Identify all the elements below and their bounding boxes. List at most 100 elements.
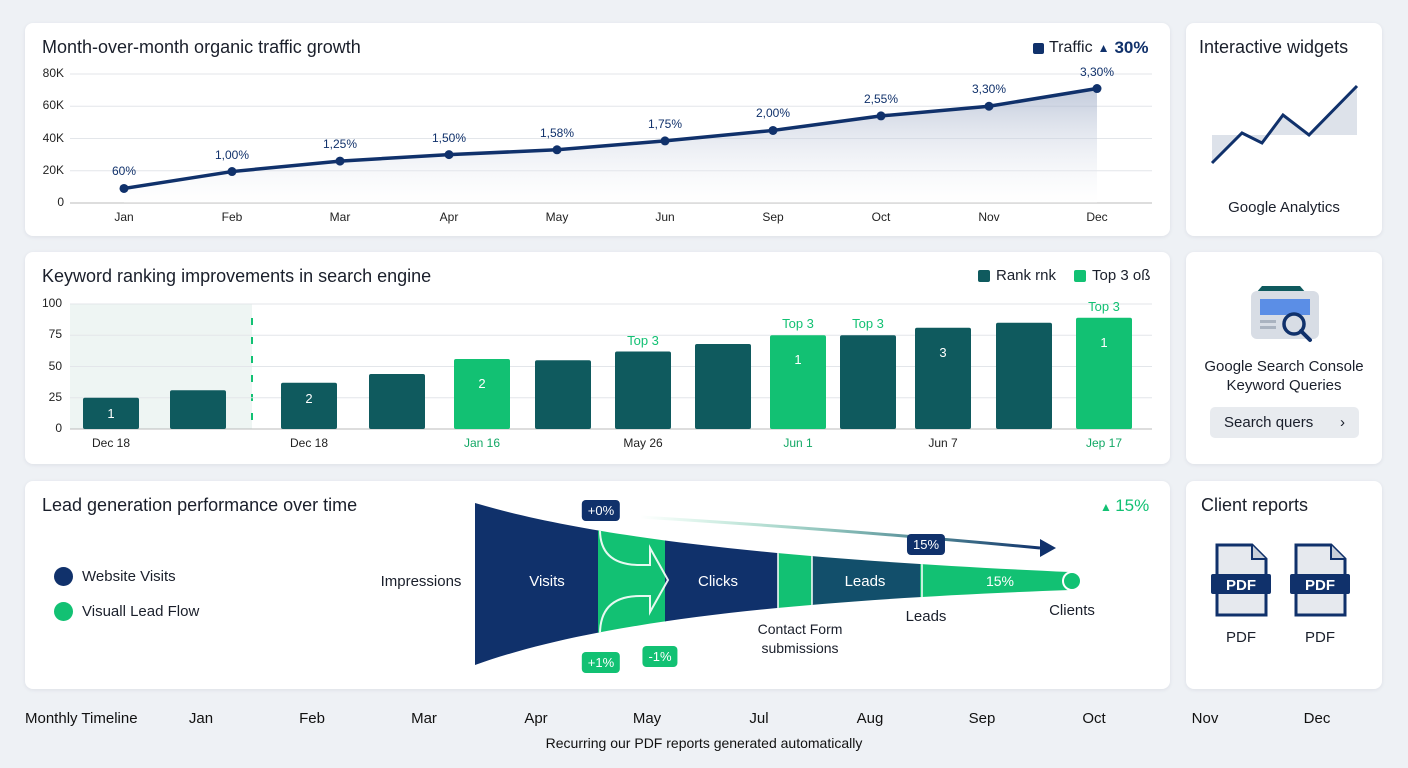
stage-leads: Leads bbox=[844, 573, 886, 590]
y-tick-label: 0 bbox=[55, 421, 62, 435]
point-label: 2,55% bbox=[863, 91, 899, 106]
clients-end-icon bbox=[1062, 571, 1082, 591]
traffic-point[interactable] bbox=[552, 145, 562, 155]
badge-top: +0% bbox=[581, 500, 621, 521]
legend-swatch-icon bbox=[1033, 42, 1044, 54]
bar-inner-label: 2 bbox=[478, 376, 486, 391]
stage-visits: Visits bbox=[529, 573, 565, 590]
traffic-point[interactable] bbox=[660, 136, 670, 146]
ranking-legend: Rank rnk Top 3 oß bbox=[978, 267, 1150, 284]
google-analytics-label[interactable]: Google Analytics bbox=[1228, 199, 1340, 216]
bar-inner-label: 1 bbox=[794, 352, 802, 368]
badge-arrow: 15% bbox=[906, 534, 946, 555]
timeline-label: Monthly Timeline bbox=[25, 710, 138, 727]
bar-top-label: Top 3 bbox=[782, 316, 814, 332]
timeline-month: Oct bbox=[1082, 710, 1106, 727]
ranking-bar[interactable] bbox=[170, 390, 226, 429]
x-tick-label: May bbox=[545, 210, 569, 224]
point-label: 1,25% bbox=[322, 137, 358, 152]
up-triangle-icon: ▲ bbox=[1100, 500, 1116, 514]
traffic-point[interactable] bbox=[119, 183, 129, 193]
x-tick-label: Nov bbox=[978, 210, 1000, 224]
timeline-month: Apr bbox=[524, 710, 548, 727]
ranking-title: Keyword ranking improvements in search e… bbox=[42, 266, 432, 286]
leads-change: ▲ 15% bbox=[1100, 496, 1150, 515]
dot-icon bbox=[54, 602, 73, 621]
ranking-bar[interactable] bbox=[369, 374, 425, 429]
timeline-month: Jul bbox=[749, 710, 769, 727]
x-tick-label: Jun 1 bbox=[783, 436, 813, 450]
x-tick-label: Dec 18 bbox=[91, 436, 131, 450]
ranking-bar[interactable] bbox=[83, 397, 139, 429]
timeline-month: Feb bbox=[299, 710, 325, 727]
badge-bottom-1: +1% bbox=[581, 652, 621, 673]
x-tick-label: Mar bbox=[329, 210, 351, 224]
x-tick-label: Dec 18 bbox=[289, 436, 329, 450]
pdf-file-label: PDF bbox=[1305, 629, 1335, 646]
x-tick-label: Sep bbox=[762, 210, 784, 224]
traffic-line bbox=[123, 86, 1098, 191]
ranking-bar[interactable] bbox=[770, 335, 826, 429]
bar-top-label: Top 3 bbox=[1088, 298, 1120, 314]
traffic-legend: Traffic ▲ 30% bbox=[1033, 38, 1148, 58]
traffic-point[interactable] bbox=[227, 167, 237, 177]
y-tick-label: 75 bbox=[48, 327, 62, 342]
ranking-bar[interactable] bbox=[615, 351, 671, 430]
search-queries-button[interactable]: Search quers › bbox=[1210, 407, 1359, 438]
pdf-file-icon[interactable] bbox=[1290, 543, 1350, 617]
ranking-bar[interactable] bbox=[996, 322, 1052, 429]
traffic-point[interactable] bbox=[984, 101, 994, 111]
y-tick-label: 60K bbox=[42, 98, 64, 113]
bar-inner-label: 1 bbox=[1100, 334, 1108, 350]
legend-rank-swatch-icon bbox=[978, 269, 990, 282]
bar-top-label: Top 3 bbox=[627, 332, 659, 348]
traffic-point[interactable] bbox=[1092, 84, 1102, 94]
traffic-point[interactable] bbox=[335, 156, 345, 166]
stage-clients: Clients bbox=[1049, 602, 1095, 619]
reports-title: Client reports bbox=[1201, 495, 1309, 515]
timeline-month: Dec bbox=[1303, 710, 1331, 727]
traffic-point[interactable] bbox=[444, 150, 454, 160]
stage-impressions: Impressions bbox=[380, 573, 462, 590]
legend-lead-flow: Visuall Lead Flow bbox=[54, 602, 199, 621]
traffic-point[interactable] bbox=[768, 125, 778, 135]
timeline-month: Mar bbox=[411, 710, 437, 727]
timeline-month: Sep bbox=[968, 710, 996, 727]
y-tick-label: 0 bbox=[57, 195, 64, 209]
x-tick-label: Dec bbox=[1086, 210, 1108, 224]
y-tick-label: 25 bbox=[48, 389, 62, 404]
ranking-bar[interactable] bbox=[1076, 317, 1132, 429]
point-label: 1,00% bbox=[214, 147, 250, 162]
ranking-bar[interactable] bbox=[454, 359, 510, 429]
up-triangle-icon: ▲ bbox=[1097, 41, 1110, 55]
ranking-bar[interactable] bbox=[535, 360, 591, 429]
x-tick-label: May 26 bbox=[623, 436, 663, 450]
leads-title: Lead generation performance over time bbox=[42, 495, 358, 515]
traffic-title: Month-over-month organic traffic growth bbox=[42, 37, 361, 57]
stage-leads-2: Leads bbox=[905, 608, 947, 625]
ranking-bar[interactable] bbox=[281, 382, 337, 429]
bar-inner-label: 1 bbox=[107, 405, 115, 421]
timeline-month: Nov bbox=[1191, 710, 1219, 727]
ranking-bar[interactable] bbox=[695, 344, 751, 429]
timeline-month: May bbox=[632, 710, 662, 727]
pdf-file-icon[interactable] bbox=[1211, 543, 1271, 617]
x-tick-label: Jun bbox=[655, 210, 675, 224]
ranking-bar[interactable] bbox=[840, 335, 896, 429]
y-tick-label: 50 bbox=[48, 358, 62, 373]
traffic-point[interactable] bbox=[876, 111, 886, 121]
stage-pct: 15% bbox=[985, 573, 1015, 589]
point-label: 3,30% bbox=[1079, 64, 1115, 79]
console-label-1: Google Search Console bbox=[1204, 358, 1364, 375]
console-label-2: Keyword Queries bbox=[1226, 377, 1342, 394]
badge-bottom-2: -1% bbox=[642, 646, 678, 667]
timeline-month: Aug bbox=[856, 710, 884, 727]
legend-top3-swatch-icon bbox=[1074, 269, 1087, 282]
ranking-bar[interactable] bbox=[915, 327, 971, 429]
y-tick-label: 100 bbox=[41, 296, 62, 310]
x-tick-label: Jan bbox=[114, 210, 134, 224]
